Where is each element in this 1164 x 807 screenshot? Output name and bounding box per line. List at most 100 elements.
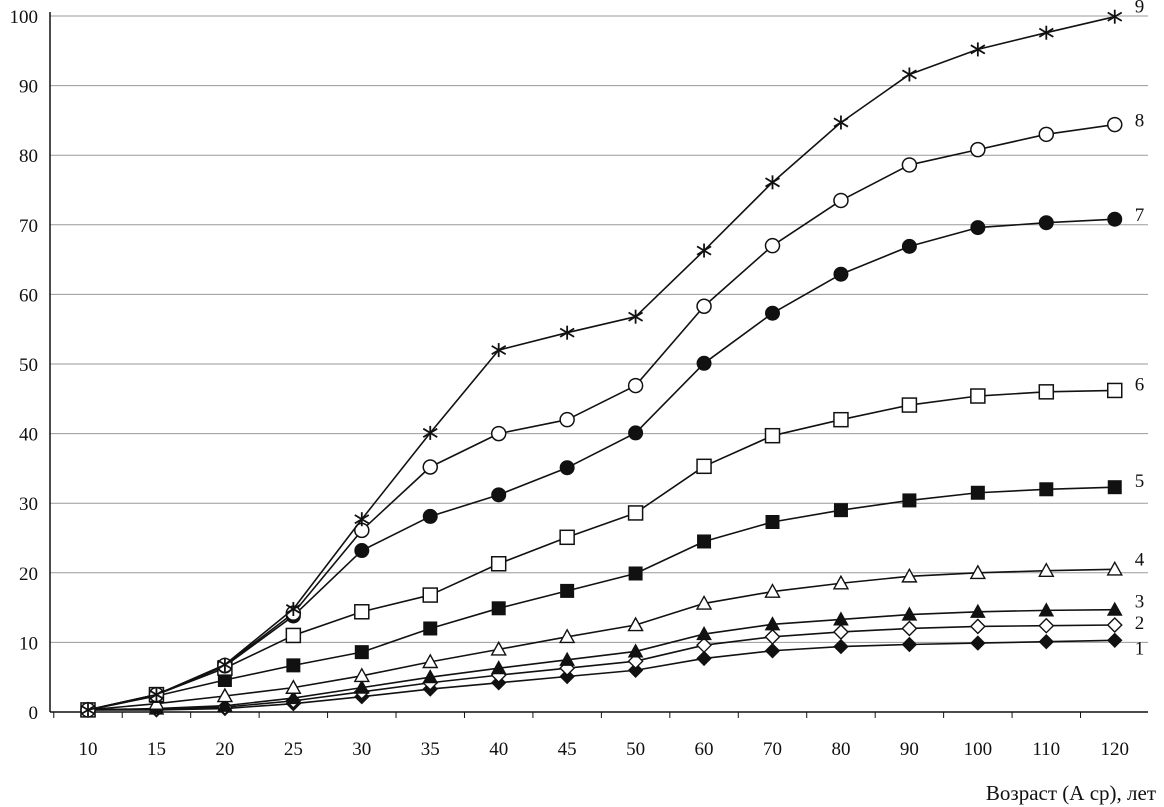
series-line <box>87 624 1115 711</box>
asterisk-stroke <box>148 689 164 700</box>
data-point <box>696 650 712 667</box>
data-point <box>1107 211 1123 227</box>
data-point <box>559 325 575 340</box>
series-6 <box>80 382 1123 718</box>
data-point <box>764 616 781 631</box>
data-point <box>80 702 96 717</box>
data-point <box>969 564 987 580</box>
data-point <box>833 192 849 209</box>
data-point <box>627 377 644 394</box>
data-point <box>1038 215 1054 231</box>
data-point <box>353 667 370 683</box>
data-point <box>832 623 849 640</box>
series-line <box>87 389 1115 711</box>
series-group <box>79 9 1123 718</box>
data-point <box>1107 9 1123 24</box>
y-tick-label: 40 <box>19 425 38 446</box>
y-tick-label: 20 <box>19 564 38 585</box>
data-point <box>628 566 643 581</box>
data-point <box>697 534 712 549</box>
data-point <box>491 487 507 503</box>
data-point <box>833 411 849 428</box>
data-point <box>1106 601 1123 616</box>
data-point <box>696 243 712 258</box>
x-tick-label: 10 <box>79 739 98 760</box>
data-point <box>1038 617 1055 634</box>
data-point <box>627 643 644 658</box>
x-tick-label: 60 <box>695 739 714 760</box>
data-point <box>1106 617 1123 633</box>
series-7 <box>80 211 1123 718</box>
data-point <box>833 638 849 655</box>
series-label: 9 <box>1135 0 1145 18</box>
y-tick-label: 30 <box>19 494 38 515</box>
data-point <box>491 601 506 616</box>
series-line <box>87 568 1115 711</box>
asterisk-stroke <box>559 327 575 338</box>
series-line <box>87 123 1115 711</box>
data-point <box>695 594 713 610</box>
data-point <box>559 668 575 685</box>
data-point <box>970 42 986 57</box>
data-point <box>970 141 986 158</box>
x-tick-label: 100 <box>964 739 993 760</box>
data-point <box>1039 482 1054 497</box>
data-point <box>764 643 781 659</box>
data-point <box>559 460 575 476</box>
data-point <box>1038 562 1055 578</box>
asterisk-stroke <box>833 117 849 128</box>
data-point <box>491 343 507 358</box>
data-point <box>901 397 918 413</box>
data-point <box>285 601 301 616</box>
x-tick-label: 25 <box>284 739 303 760</box>
data-point <box>901 620 918 637</box>
data-point <box>559 411 575 428</box>
data-point <box>764 628 781 645</box>
data-point <box>1038 384 1055 400</box>
data-point <box>970 485 985 500</box>
data-point <box>1038 25 1054 40</box>
x-tick-label: 15 <box>147 739 166 760</box>
x-tick-label: 110 <box>1032 739 1060 760</box>
data-point <box>901 238 917 254</box>
asterisk-stroke <box>1107 11 1123 22</box>
x-tick-label: 120 <box>1101 739 1130 760</box>
data-point <box>559 651 575 666</box>
data-point <box>764 583 781 598</box>
data-point <box>628 309 644 324</box>
data-point <box>627 662 644 678</box>
data-point <box>764 427 781 444</box>
data-point <box>558 628 576 644</box>
data-point <box>490 556 507 572</box>
asterisk-stroke <box>217 659 233 670</box>
asterisk-stroke <box>422 427 438 438</box>
data-point <box>696 298 712 314</box>
x-tick-label: 70 <box>763 739 782 760</box>
data-point <box>902 493 917 508</box>
data-point <box>285 690 302 705</box>
x-tick-label: 80 <box>831 739 850 760</box>
data-point <box>833 266 849 282</box>
data-point <box>422 669 439 684</box>
series-line <box>88 639 1115 711</box>
data-point <box>901 636 918 653</box>
data-point <box>696 458 712 475</box>
data-point <box>354 512 370 527</box>
series-label: 7 <box>1135 205 1145 226</box>
series-4 <box>79 560 1123 717</box>
data-point <box>1038 126 1055 143</box>
data-point <box>765 175 780 190</box>
data-point <box>1038 602 1055 617</box>
data-point <box>490 640 507 656</box>
asterisk-stroke <box>970 44 986 55</box>
series-line <box>87 218 1115 711</box>
x-tick-label: 45 <box>558 739 577 760</box>
data-point <box>833 115 849 130</box>
data-point <box>970 603 986 618</box>
data-point <box>216 687 234 703</box>
series-2 <box>80 617 1123 718</box>
series-label: 6 <box>1135 374 1145 395</box>
data-point <box>490 660 507 675</box>
